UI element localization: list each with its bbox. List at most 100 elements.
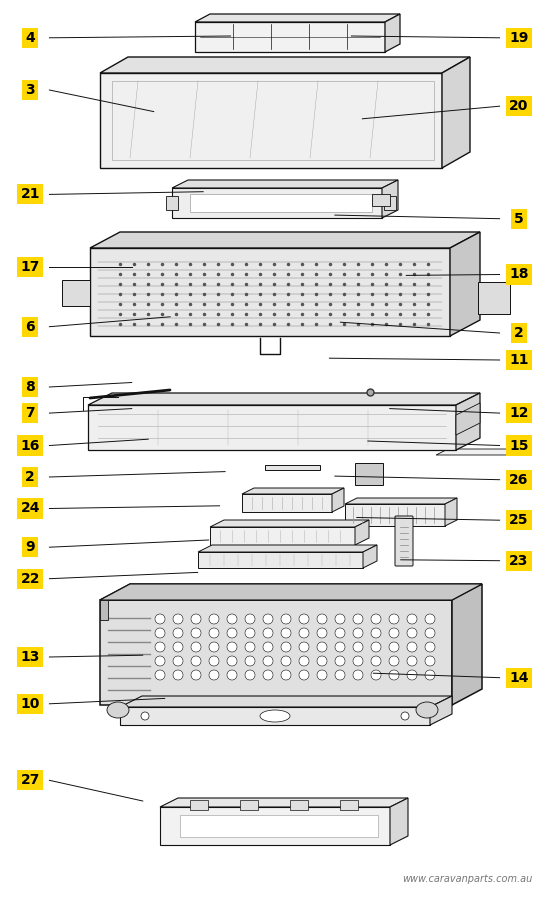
Polygon shape bbox=[436, 449, 528, 455]
Polygon shape bbox=[160, 798, 408, 807]
Circle shape bbox=[245, 670, 255, 680]
Circle shape bbox=[389, 670, 399, 680]
Text: 20: 20 bbox=[509, 99, 529, 113]
Text: 17: 17 bbox=[20, 260, 40, 274]
Polygon shape bbox=[242, 494, 332, 512]
Circle shape bbox=[209, 642, 219, 652]
Text: 2: 2 bbox=[514, 326, 524, 340]
Circle shape bbox=[141, 712, 149, 720]
Circle shape bbox=[191, 628, 201, 638]
Bar bbox=[384, 196, 396, 210]
Polygon shape bbox=[120, 707, 430, 725]
Circle shape bbox=[425, 670, 435, 680]
FancyBboxPatch shape bbox=[372, 194, 390, 206]
Text: 13: 13 bbox=[20, 650, 40, 664]
Circle shape bbox=[263, 628, 273, 638]
Circle shape bbox=[401, 712, 409, 720]
Circle shape bbox=[371, 670, 381, 680]
Polygon shape bbox=[198, 545, 377, 552]
Circle shape bbox=[353, 628, 363, 638]
Circle shape bbox=[227, 628, 237, 638]
Circle shape bbox=[281, 614, 291, 624]
Circle shape bbox=[335, 628, 345, 638]
Circle shape bbox=[425, 614, 435, 624]
Text: 14: 14 bbox=[509, 670, 529, 685]
Polygon shape bbox=[390, 798, 408, 845]
Circle shape bbox=[191, 656, 201, 666]
Text: 25: 25 bbox=[509, 513, 529, 527]
Polygon shape bbox=[345, 504, 445, 526]
Polygon shape bbox=[265, 465, 320, 470]
Circle shape bbox=[263, 670, 273, 680]
Polygon shape bbox=[445, 498, 457, 526]
Ellipse shape bbox=[260, 710, 290, 722]
FancyBboxPatch shape bbox=[395, 516, 413, 566]
Circle shape bbox=[371, 656, 381, 666]
Circle shape bbox=[425, 642, 435, 652]
FancyBboxPatch shape bbox=[62, 280, 90, 306]
Circle shape bbox=[299, 642, 309, 652]
Circle shape bbox=[317, 642, 327, 652]
Circle shape bbox=[227, 642, 237, 652]
Circle shape bbox=[335, 642, 345, 652]
Circle shape bbox=[317, 614, 327, 624]
Text: 2: 2 bbox=[25, 470, 35, 484]
Circle shape bbox=[155, 628, 165, 638]
Polygon shape bbox=[100, 73, 442, 168]
Text: www.caravanparts.com.au: www.caravanparts.com.au bbox=[402, 874, 533, 884]
Circle shape bbox=[155, 642, 165, 652]
FancyBboxPatch shape bbox=[355, 463, 383, 485]
Circle shape bbox=[227, 614, 237, 624]
Text: 4: 4 bbox=[25, 31, 35, 45]
Polygon shape bbox=[332, 488, 344, 512]
Circle shape bbox=[155, 614, 165, 624]
Circle shape bbox=[371, 614, 381, 624]
Text: 18: 18 bbox=[509, 267, 529, 282]
Polygon shape bbox=[172, 188, 382, 218]
Circle shape bbox=[227, 656, 237, 666]
Bar bbox=[290, 800, 308, 810]
Bar bbox=[240, 800, 258, 810]
Circle shape bbox=[209, 656, 219, 666]
Circle shape bbox=[353, 670, 363, 680]
Circle shape bbox=[407, 628, 417, 638]
Text: 11: 11 bbox=[509, 353, 529, 367]
Circle shape bbox=[353, 656, 363, 666]
Text: 6: 6 bbox=[25, 320, 35, 334]
Circle shape bbox=[245, 614, 255, 624]
Polygon shape bbox=[190, 194, 372, 212]
Circle shape bbox=[335, 670, 345, 680]
Circle shape bbox=[299, 670, 309, 680]
Polygon shape bbox=[382, 180, 398, 218]
Circle shape bbox=[155, 670, 165, 680]
Text: 26: 26 bbox=[509, 472, 529, 487]
Polygon shape bbox=[442, 57, 470, 168]
Circle shape bbox=[245, 656, 255, 666]
Text: 16: 16 bbox=[20, 438, 40, 453]
Text: 3: 3 bbox=[25, 83, 35, 97]
Polygon shape bbox=[345, 498, 457, 504]
Polygon shape bbox=[88, 405, 456, 450]
Circle shape bbox=[407, 656, 417, 666]
Text: 21: 21 bbox=[20, 187, 40, 202]
Polygon shape bbox=[100, 600, 452, 705]
Circle shape bbox=[209, 628, 219, 638]
Circle shape bbox=[209, 670, 219, 680]
Polygon shape bbox=[210, 520, 369, 527]
Text: 24: 24 bbox=[20, 501, 40, 516]
Circle shape bbox=[317, 628, 327, 638]
Polygon shape bbox=[210, 527, 355, 545]
Circle shape bbox=[281, 628, 291, 638]
Circle shape bbox=[173, 614, 183, 624]
Text: 9: 9 bbox=[25, 540, 35, 554]
Polygon shape bbox=[456, 393, 480, 450]
FancyBboxPatch shape bbox=[478, 282, 510, 314]
Circle shape bbox=[407, 642, 417, 652]
Bar bbox=[340, 800, 358, 810]
Polygon shape bbox=[363, 545, 377, 568]
Circle shape bbox=[389, 642, 399, 652]
Polygon shape bbox=[242, 488, 344, 494]
Text: 8: 8 bbox=[25, 380, 35, 394]
Circle shape bbox=[191, 642, 201, 652]
Polygon shape bbox=[172, 180, 398, 188]
